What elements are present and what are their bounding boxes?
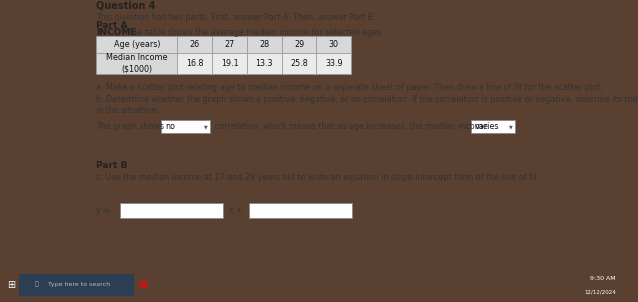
Text: correlation, which means that as age increases, the median income: correlation, which means that as age inc…: [212, 122, 488, 131]
Bar: [177, 53, 212, 74]
Bar: [161, 120, 210, 133]
Text: 28: 28: [259, 40, 269, 49]
Bar: [316, 36, 351, 53]
Text: in the situation.: in the situation.: [96, 106, 160, 115]
Text: 30: 30: [329, 40, 339, 49]
Bar: [212, 53, 247, 74]
Bar: [247, 36, 282, 53]
Text: ✿: ✿: [139, 280, 148, 290]
Bar: [471, 120, 515, 133]
Text: no: no: [165, 122, 175, 131]
Text: 25.8: 25.8: [290, 59, 308, 68]
Text: Question 4: Question 4: [96, 0, 156, 11]
Text: 29: 29: [294, 40, 304, 49]
Bar: [96, 36, 177, 53]
Text: 🔍: 🔍: [35, 282, 39, 288]
Text: Age (years): Age (years): [114, 40, 160, 49]
Text: varies: varies: [475, 122, 500, 131]
Bar: [177, 36, 212, 53]
Text: Median Income
($1000): Median Income ($1000): [107, 53, 168, 73]
Text: 26: 26: [189, 40, 200, 49]
Text: a. Make a scatter plot relating age to median income on a separate sheet of pape: a. Make a scatter plot relating age to m…: [96, 83, 603, 92]
Text: ▼: ▼: [509, 124, 512, 129]
Text: Part A: Part A: [96, 21, 128, 30]
Text: 33.9: 33.9: [325, 59, 343, 68]
Text: ⊞: ⊞: [8, 280, 15, 290]
Text: 16.8: 16.8: [186, 59, 204, 68]
Bar: [212, 36, 247, 53]
Text: ▼: ▼: [204, 124, 208, 129]
Text: Part B: Part B: [96, 161, 128, 170]
Text: 27: 27: [225, 40, 235, 49]
Text: This question has two parts. First, answer Part A. Then, answer Part B.: This question has two parts. First, answ…: [96, 13, 376, 22]
Bar: [316, 53, 351, 74]
Text: The graph shows: The graph shows: [96, 122, 165, 131]
Text: The table shows the average median income for selected ages.: The table shows the average median incom…: [125, 28, 383, 37]
Text: INCOME: INCOME: [96, 28, 137, 37]
Bar: [282, 36, 316, 53]
Text: x +: x +: [229, 206, 243, 215]
Bar: [19, 274, 134, 296]
Text: Type here to search: Type here to search: [48, 282, 110, 287]
Text: b. Determine whether the graph shows a positive, negative, or no correlation. If: b. Determine whether the graph shows a p…: [96, 95, 638, 104]
Bar: [249, 203, 352, 217]
Text: y =: y =: [96, 206, 110, 215]
Text: c. Use the median income at 27 and 29 years old to write an equation in slope-in: c. Use the median income at 27 and 29 ye…: [96, 173, 540, 182]
Text: 9:30 AM: 9:30 AM: [590, 276, 616, 281]
Text: 19.1: 19.1: [221, 59, 239, 68]
Text: 12/12/2024: 12/12/2024: [584, 290, 616, 295]
Bar: [282, 53, 316, 74]
Bar: [96, 53, 177, 74]
Bar: [247, 53, 282, 74]
Bar: [120, 203, 223, 217]
Text: 13.3: 13.3: [256, 59, 273, 68]
